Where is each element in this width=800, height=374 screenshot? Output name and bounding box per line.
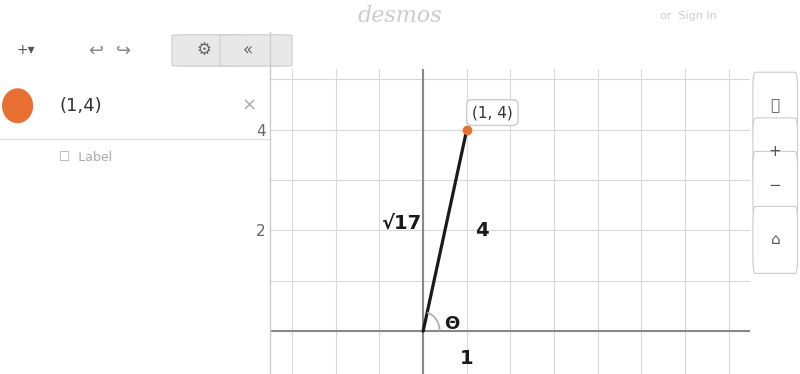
Text: Untitled Graph: Untitled Graph [52,8,165,24]
Text: desmos: desmos [358,5,442,27]
FancyBboxPatch shape [172,35,244,66]
Text: (1, 4): (1, 4) [472,105,513,120]
FancyBboxPatch shape [220,35,292,66]
Text: ↩: ↩ [89,42,103,59]
Text: Create Account: Create Account [539,11,629,21]
Text: Θ: Θ [445,315,460,332]
Text: 4: 4 [474,221,488,240]
Text: +▾: +▾ [16,43,34,58]
Text: −: − [769,178,782,193]
Text: or  Sign In: or Sign In [660,11,717,21]
FancyBboxPatch shape [753,72,798,139]
Text: ↪: ↪ [117,42,131,59]
Text: ⚙: ⚙ [197,42,211,59]
Text: 1: 1 [460,349,474,368]
Text: √17: √17 [381,213,421,232]
FancyBboxPatch shape [753,151,798,218]
Text: (1,4): (1,4) [59,97,102,115]
Text: «: « [243,42,253,59]
Text: ×: × [242,97,256,115]
Circle shape [2,89,33,123]
Text: ☐  Label: ☐ Label [59,151,113,164]
Text: 🔧: 🔧 [770,98,780,113]
Text: +: + [769,144,782,159]
FancyBboxPatch shape [753,206,798,273]
Text: ⌂: ⌂ [770,232,780,247]
FancyBboxPatch shape [753,118,798,185]
